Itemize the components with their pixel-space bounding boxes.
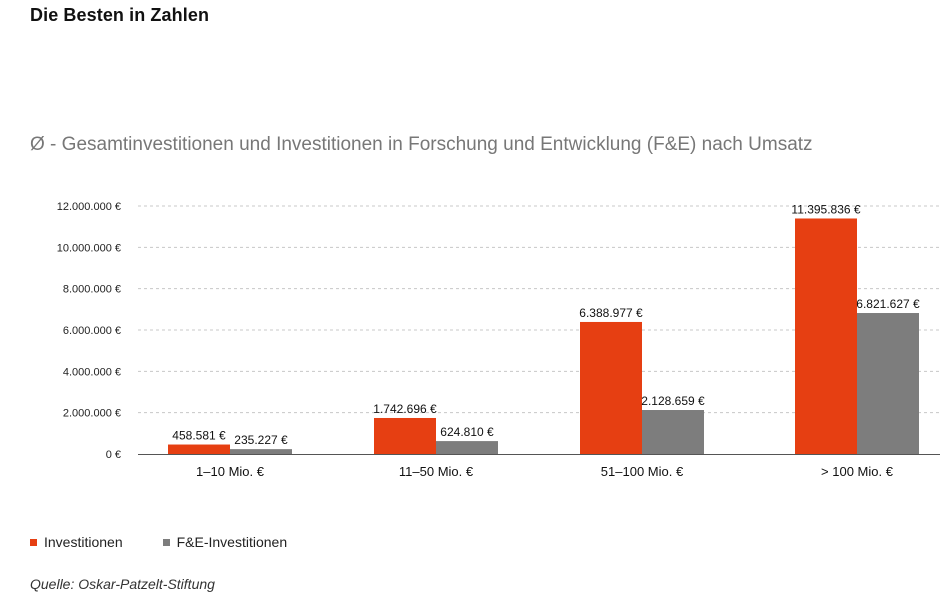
y-tick-label: 12.000.000 € (57, 201, 121, 213)
bar-fe-investitionen (230, 449, 292, 454)
x-tick-label: 11–50 Mio. € (399, 464, 474, 479)
y-tick-label: 4.000.000 € (63, 366, 121, 378)
x-tick-label: > 100 Mio. € (821, 464, 894, 479)
bar-fe-investitionen (642, 410, 704, 454)
page-heading: Die Besten in Zahlen (30, 5, 210, 25)
data-label-fe-investitionen: 6.821.627 € (856, 297, 920, 311)
data-label-investitionen: 458.581 € (172, 429, 226, 443)
legend-item-fe-investitionen: F&E-Investitionen (162, 534, 288, 550)
bar-investitionen (168, 444, 230, 454)
bar-chart: 0 € 2.000.000 € 4.000.000 € 6.000.000 € 8.00… (57, 201, 940, 479)
data-label-investitionen: 11.395.836 € (791, 202, 861, 216)
x-tick-label: 1–10 Mio. € (196, 464, 265, 479)
y-tick-label: 2.000.000 € (63, 408, 121, 420)
legend-item-investitionen: Investitionen (30, 534, 123, 550)
bar-investitionen (580, 321, 642, 454)
y-tick-label: 8.000.000 € (63, 284, 121, 296)
x-tick-label: 51–100 Mio. € (601, 464, 684, 479)
legend-label-fe-investitionen: F&E-Investitionen (176, 534, 288, 550)
bar-investitionen (374, 417, 436, 454)
y-tick-label: 6.000.000 € (63, 325, 121, 337)
bar-fe-investitionen (436, 441, 498, 454)
data-label-investitionen: 6.388.977 € (579, 306, 643, 320)
legend-swatch-investitionen (30, 538, 37, 546)
y-tick-label: 0 € (106, 449, 121, 461)
data-label-fe-investitionen: 235.227 € (234, 433, 288, 447)
chart-legend: Investitionen F&E-Investitionen (30, 534, 287, 550)
legend-swatch-fe-investitionen (162, 538, 170, 546)
bar-investitionen (795, 218, 857, 454)
data-label-fe-investitionen: 624.810 € (440, 425, 494, 439)
source-note: Quelle: Oskar-Patzelt-Stiftung (30, 576, 215, 592)
data-label-investitionen: 1.742.696 € (373, 402, 437, 416)
data-label-fe-investitionen: 2.128.659 € (641, 394, 705, 408)
legend-label-investitionen: Investitionen (44, 534, 123, 550)
chart-title: Ø - Gesamtinvestitionen und Investitione… (30, 134, 813, 155)
bar-fe-investitionen (857, 313, 919, 454)
y-tick-label: 10.000.000 € (57, 242, 121, 254)
